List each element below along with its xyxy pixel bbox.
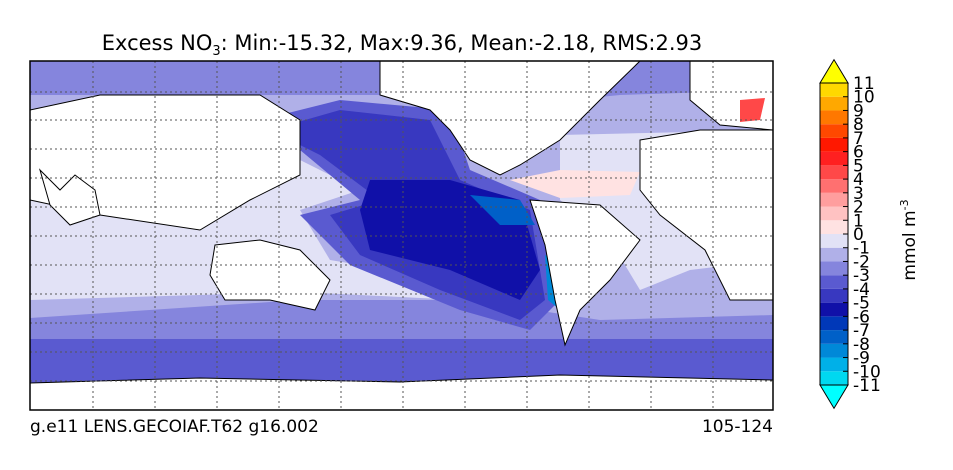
colorbar-tick-label: -3 [853,266,870,286]
colorbar-band [820,357,848,372]
colorbar-band [820,261,848,276]
ocean-band [510,170,640,198]
colorbar-tick-label: 5 [853,156,864,176]
colorbar-tick-label: 8 [853,115,864,135]
colorbar-tick-label: 2 [853,198,864,218]
colorbar-extend-min [819,384,849,410]
colorbar-tick-label: 4 [853,170,864,190]
footer-left: g.e11 LENS.GECOIAF.T62 g16.002 [30,417,319,437]
colorbar-band [820,151,848,166]
map-frame [29,60,774,411]
colorbar-tick-label: -9 [853,349,870,369]
colorbar-tick-label: -10 [853,362,881,382]
colorbar-band [820,179,848,193]
map-field [30,61,773,410]
land [529,199,641,347]
colorbar-tick-label: 7 [853,129,864,149]
colorbar-tick-label: 9 [853,101,864,121]
land [209,239,331,311]
colorbar-band [820,247,848,262]
colorbar-band [820,275,848,289]
colorbar-tick-label: 6 [853,143,864,163]
colorbar-tick-label: -7 [853,321,870,341]
colorbar-label-superscript: -3 [898,199,911,210]
colorbar-tick-label: -11 [853,376,881,396]
colorbar-band [820,343,848,358]
colorbar-tick-label: -1 [853,239,870,259]
colorbar-band [820,110,848,125]
colorbar-tick-label: -2 [853,252,870,272]
grid-lines [30,61,773,410]
land [379,61,641,176]
colorbar-band [820,124,848,138]
land [38,168,101,226]
colorbar-band [820,206,848,221]
colorbar-band [820,137,848,152]
colorbar-tick-label: 3 [853,184,864,204]
map-title: Excess NO3: Min:-15.32, Max:9.36, Mean:-… [102,31,702,59]
footer-right: 105-124 [702,417,773,437]
map [29,60,774,411]
colorbar-band [820,165,848,180]
colorbar-band [820,302,848,317]
ocean-band [470,195,535,225]
title-text: Excess NO [102,31,213,55]
colorbar-tick-label: -5 [853,294,870,314]
land [639,129,773,301]
colorbar-band [820,288,848,303]
colorbar-band [820,220,848,234]
colorbar-band [820,316,848,331]
colorbar-band [820,371,848,385]
colorbar-band [820,96,848,111]
colorbar-band [820,330,848,344]
colorbar-tick-label: 11 [853,74,875,94]
colorbar-band [820,83,848,97]
colorbar-band [820,192,848,207]
colorbar-band [820,234,848,248]
colorbar-tick-label: 10 [853,88,875,108]
title-stats: : Min:-15.32, Max:9.36, Mean:-2.18, RMS:… [221,31,703,55]
colorbar-tick-label: -6 [853,307,870,327]
colorbar-tick-label: 0 [853,225,864,245]
colorbar-label: mmol m-3 [898,199,920,280]
colorbar-extend-max [819,58,849,84]
colorbar-tick-label: -4 [853,280,870,300]
title-subscript: 3 [212,44,220,59]
sea-anomaly [740,98,765,122]
land [30,374,773,410]
colorbar-tick-label: -8 [853,335,870,355]
colorbar-tick-label: 1 [853,211,864,231]
colorbar-label-text: mmol m [900,210,920,280]
